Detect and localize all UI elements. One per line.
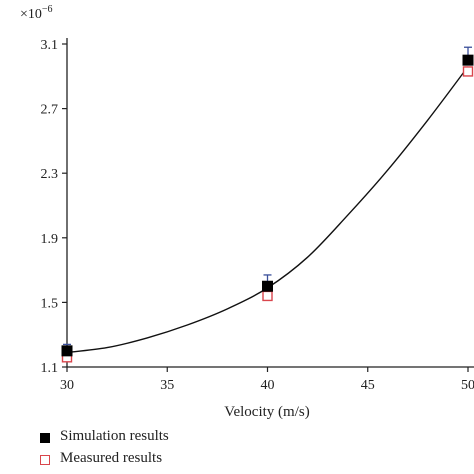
- simulation-point-1: [262, 280, 273, 292]
- simulation-point-0: [61, 345, 73, 357]
- y-tick-label-2: 1.9: [41, 232, 59, 247]
- y-tick-label-1: 1.5: [41, 296, 59, 311]
- open-square-icon: [40, 455, 50, 465]
- y-scale-note: ×10−6: [20, 4, 53, 22]
- fit-curve-layer: [66, 66, 469, 354]
- x-tick-label-1: 35: [160, 378, 174, 393]
- data-marks: [61, 46, 474, 363]
- legend-label-simulation: Simulation results: [60, 428, 169, 444]
- y-tick-label-3: 2.3: [41, 167, 59, 182]
- measured-point-2: [462, 66, 474, 77]
- filled-square-icon: [40, 433, 50, 443]
- x-tick-label-3: 45: [361, 378, 375, 393]
- x-axis-label: Velocity (m/s): [224, 404, 309, 420]
- x-tick-label-0: 30: [60, 378, 74, 393]
- y-tick-label-5: 3.1: [41, 38, 59, 53]
- x-tick-label-4: 50: [461, 378, 474, 393]
- x-tick-label-2: 40: [261, 378, 275, 393]
- y-tick-label-0: 1.1: [41, 361, 59, 376]
- fit-curve: [66, 66, 469, 354]
- ticks: 30 35 40 45 50 1.1 1.5 1.9 2.3 2.7 3.1: [41, 38, 474, 393]
- legend-label-measured: Measured results: [60, 450, 163, 466]
- axes: [66, 38, 474, 368]
- simulation-point-2: [462, 54, 474, 66]
- measured-point-1: [262, 290, 273, 302]
- y-tick-label-4: 2.7: [41, 103, 59, 118]
